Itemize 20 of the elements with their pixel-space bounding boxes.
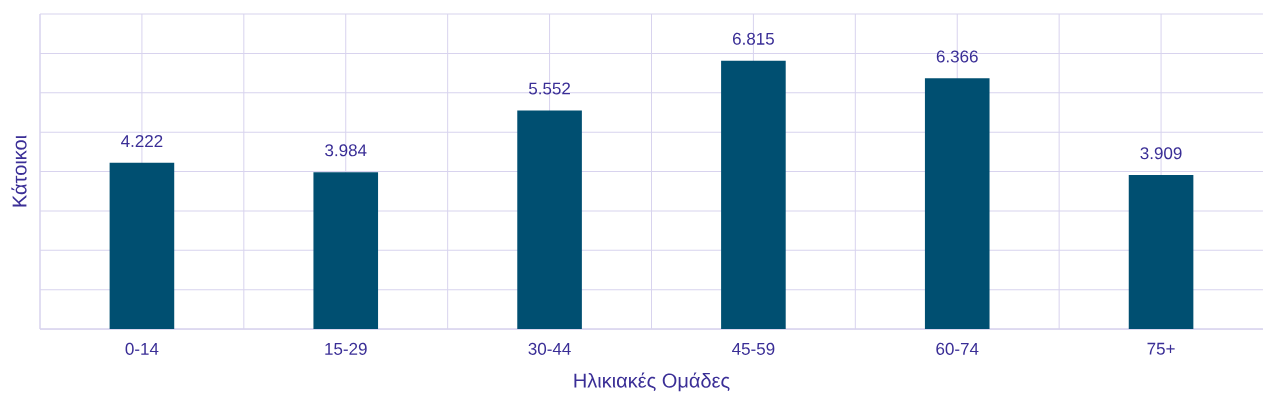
- x-axis-title: Ηλικιακές Ομάδες: [574, 372, 730, 392]
- data-label: 5.552: [528, 82, 570, 95]
- x-tick-label: 75+: [1147, 342, 1175, 355]
- bar: [109, 162, 175, 329]
- y-axis-title: Κάτοικοι: [11, 135, 27, 207]
- x-tick-label: 0-14: [125, 342, 159, 355]
- data-label: 3.909: [1140, 147, 1182, 160]
- data-label: 3.984: [325, 144, 367, 157]
- x-tick-label: 60-74: [936, 342, 979, 355]
- bar: [313, 172, 379, 329]
- bar: [924, 78, 990, 329]
- data-label: 6.366: [936, 50, 978, 63]
- bar: [517, 110, 582, 329]
- x-tick-label: 45-59: [732, 342, 775, 355]
- x-tick-label: 30-44: [528, 342, 571, 355]
- data-label: 6.815: [733, 32, 774, 45]
- data-label: 4.222: [121, 135, 163, 147]
- x-tick-label: 15-29: [325, 342, 367, 355]
- bar: [721, 60, 786, 329]
- bar: [1128, 175, 1194, 329]
